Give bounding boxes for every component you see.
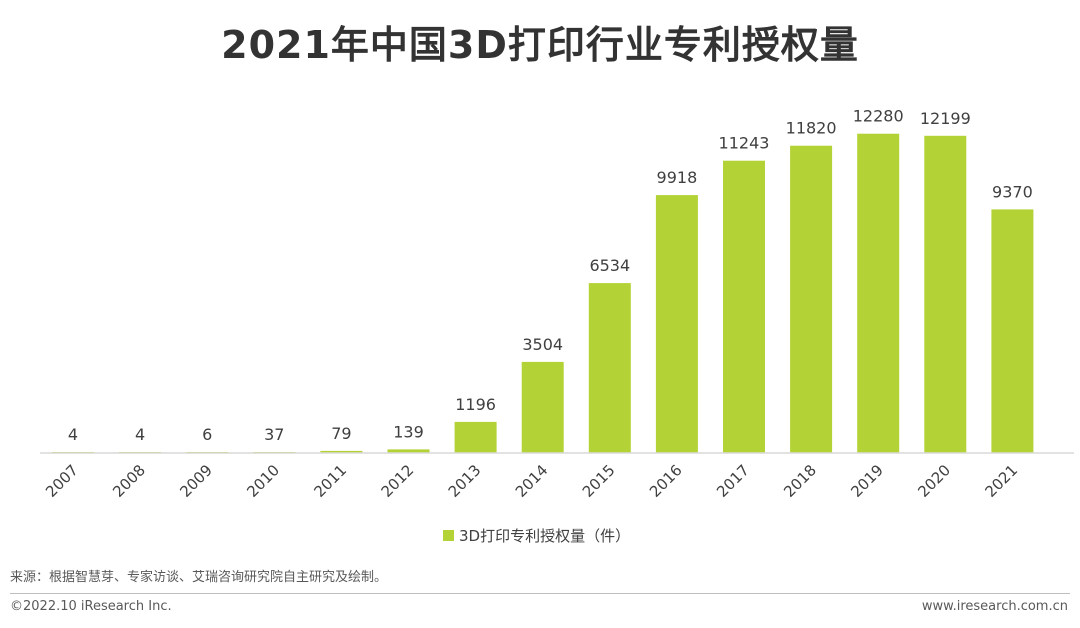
tick-label-2015: 2015 (579, 461, 619, 501)
value-label-2012: 139 (393, 422, 424, 441)
bar-2014 (521, 361, 564, 453)
bar-2016 (655, 195, 698, 453)
bar-2015 (588, 283, 631, 453)
tick-label-2021: 2021 (981, 461, 1021, 501)
value-label-2011: 79 (331, 424, 351, 443)
tick-label-2018: 2018 (780, 461, 820, 501)
source-note: 来源：根据智慧芽、专家访谈、艾瑞咨询研究院自主研究及绘制。 (10, 570, 388, 585)
tick-label-2019: 2019 (847, 461, 887, 501)
bar-2020 (924, 135, 967, 454)
website-link[interactable]: www.iresearch.com.cn (921, 599, 1068, 614)
legend-label: 3D打印专利授权量（件） (459, 527, 630, 545)
bar-2017 (723, 160, 765, 453)
tick-label-2014: 2014 (512, 461, 552, 501)
tick-labels-group: 2007 2008 2009 2010 2011 2012 2013 2014 2015 2016… (42, 461, 1021, 501)
tick-label-2016: 2016 (646, 461, 686, 501)
value-label-2014: 3504 (522, 335, 563, 354)
tick-label-2011: 2011 (310, 461, 350, 501)
copyright-text: ©2022.10 iResearch Inc. (10, 599, 172, 614)
value-label-2018: 11820 (786, 119, 837, 138)
bar-chart: 4 4 6 37 79 139 1196 3504 6534 9918 11243 11820 1228… (40, 107, 1074, 545)
tick-label-2020: 2020 (914, 461, 954, 501)
value-label-2019: 12280 (853, 107, 904, 126)
bar-2018 (790, 145, 833, 453)
tick-label-2012: 2012 (378, 461, 418, 501)
tick-label-2010: 2010 (243, 461, 283, 501)
value-label-2016: 9918 (657, 168, 698, 187)
value-label-2020: 12199 (920, 109, 971, 128)
tick-label-2017: 2017 (713, 461, 753, 501)
value-label-2021: 9370 (992, 182, 1033, 201)
tick-label-2008: 2008 (109, 461, 149, 501)
value-label-2010: 37 (264, 425, 284, 444)
bar-2012 (387, 449, 430, 453)
value-label-2017: 11243 (719, 134, 770, 153)
legend-swatch (443, 530, 454, 541)
value-label-2008: 4 (135, 425, 145, 444)
legend: 3D打印专利授权量（件） (443, 527, 630, 545)
footer-divider (10, 593, 1070, 594)
value-label-2007: 4 (68, 425, 78, 444)
bar-2019 (857, 133, 900, 453)
value-label-2015: 6534 (589, 256, 630, 275)
value-labels-group: 4 4 6 37 79 139 1196 3504 6534 9918 11243 11820 1228… (68, 107, 1033, 444)
bar-2011 (320, 450, 363, 453)
value-label-2009: 6 (202, 425, 212, 444)
bar-2021 (991, 209, 1034, 453)
bars-group (52, 133, 1034, 454)
tick-label-2013: 2013 (445, 461, 485, 501)
tick-label-2007: 2007 (42, 461, 82, 501)
tick-label-2009: 2009 (176, 461, 216, 501)
value-label-2013: 1196 (455, 395, 496, 414)
chart-title: 2021年中国3D打印行业专利授权量 (221, 23, 859, 67)
bar-2013 (454, 421, 497, 453)
